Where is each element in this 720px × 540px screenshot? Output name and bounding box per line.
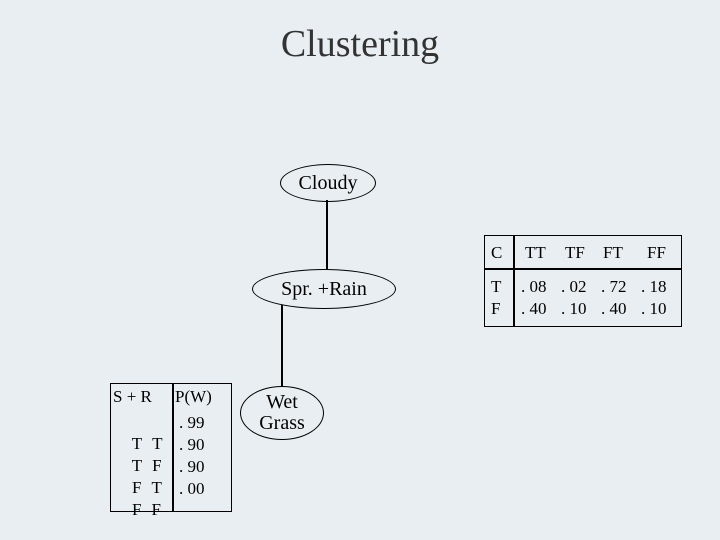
node-cloudy-label: Cloudy <box>299 172 358 195</box>
node-wet-grass: Wet Grass <box>240 386 324 440</box>
table-right-row-0-label: T <box>491 276 501 297</box>
table-left-header-pw: P(W) <box>175 386 212 407</box>
node-cloudy: Cloudy <box>280 164 376 202</box>
table-right-r0c3: . 18 <box>641 276 667 297</box>
table-left-row-3-p: . 00 <box>179 478 205 499</box>
table-left-row-2-p: . 90 <box>179 456 205 477</box>
cell: F <box>151 500 161 519</box>
node-spr-rain: Spr. +Rain <box>252 269 396 309</box>
table-right-hline <box>485 268 681 270</box>
table-left-row-3-sr: F F <box>113 478 161 540</box>
slide-title: Clustering <box>0 22 720 66</box>
table-left-header-sr: S + R <box>113 386 152 407</box>
table-right-corner: C <box>491 242 502 263</box>
cell: F <box>132 500 142 519</box>
edge-cloudy-spr <box>326 200 328 269</box>
table-right-col-0: TT <box>525 242 546 263</box>
table-right-vline <box>513 236 515 326</box>
table-right-r0c0: . 08 <box>521 276 547 297</box>
node-spr-rain-label: Spr. +Rain <box>281 278 367 301</box>
table-right-r1c2: . 40 <box>601 298 627 319</box>
node-wet-grass-label: Wet Grass <box>259 392 305 434</box>
table-right-r0c2: . 72 <box>601 276 627 297</box>
table-right-col-1: TF <box>565 242 585 263</box>
edge-spr-wetgrass <box>281 305 283 386</box>
table-sr-given-c: C TT TF FT FF T . 08 . 02 . 72 . 18 F . … <box>484 235 682 327</box>
table-left-row-0-p: . 99 <box>179 412 205 433</box>
table-right-r1c0: . 40 <box>521 298 547 319</box>
table-right-r1c3: . 10 <box>641 298 667 319</box>
table-right-r1c1: . 10 <box>561 298 587 319</box>
table-right-col-2: FT <box>603 242 623 263</box>
table-right-col-3: FF <box>647 242 666 263</box>
table-left-divider <box>172 384 174 511</box>
table-wet-given-sr: S + R P(W) T T . 99 T F . 90 F T . 90 F … <box>110 383 232 512</box>
table-left-row-1-p: . 90 <box>179 434 205 455</box>
table-right-r0c1: . 02 <box>561 276 587 297</box>
table-right-row-1-label: F <box>491 298 500 319</box>
